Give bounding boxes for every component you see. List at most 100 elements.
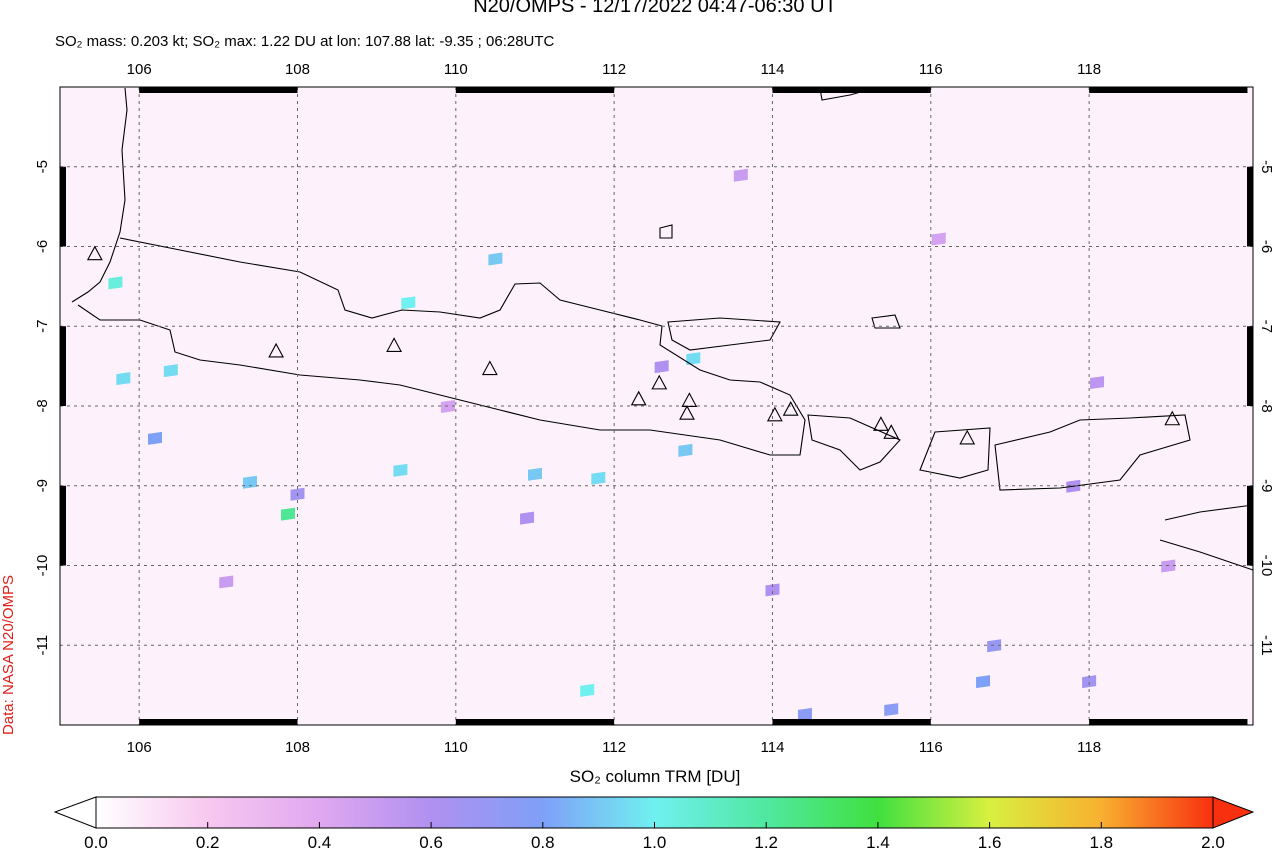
y-tick-label-left: -5 bbox=[34, 160, 51, 173]
volcano-marker bbox=[481, 360, 498, 376]
x-tick-label-bottom: 116 bbox=[919, 739, 943, 756]
so2-pixel bbox=[976, 675, 991, 689]
x-tick-label-top: 110 bbox=[444, 61, 468, 78]
so2-pixel bbox=[654, 360, 669, 374]
border-bar bbox=[139, 719, 298, 725]
so2-pixel bbox=[163, 364, 178, 378]
so2-pixel bbox=[686, 352, 701, 366]
so2-pixel bbox=[591, 471, 606, 485]
so2-pixel bbox=[147, 431, 162, 445]
y-tick-label-right: -5 bbox=[1258, 160, 1272, 173]
volcano-marker bbox=[873, 416, 889, 431]
so2-pixel bbox=[527, 467, 542, 481]
coastline bbox=[1159, 504, 1254, 571]
volcano-marker bbox=[1164, 410, 1181, 426]
coastline bbox=[994, 414, 1191, 491]
so2-pixel bbox=[987, 639, 1002, 653]
border-bar bbox=[60, 166, 66, 247]
so2-pixel bbox=[678, 443, 693, 457]
volcano-marker bbox=[782, 401, 799, 416]
coastline bbox=[71, 87, 128, 303]
so2-pixel bbox=[797, 707, 812, 721]
y-tick-label-left: -8 bbox=[34, 399, 51, 412]
volcano-marker bbox=[883, 424, 900, 439]
colorbar-tick-label: 2.0 bbox=[1201, 833, 1225, 852]
so2-pixel bbox=[520, 511, 535, 525]
border-bar bbox=[455, 87, 615, 93]
so2-pixel bbox=[401, 296, 416, 310]
colorbar-tick-label: 1.8 bbox=[1089, 833, 1113, 852]
x-tick-label-bottom: 118 bbox=[1077, 739, 1101, 756]
so2-pixel bbox=[765, 583, 780, 597]
volcano-marker bbox=[679, 405, 695, 420]
x-tick-label-bottom: 106 bbox=[127, 739, 152, 756]
chart-title: N20/OMPS - 12/17/2022 04:47-06:30 UT bbox=[473, 0, 837, 17]
side-label: Data: NASA N20/OMPS bbox=[0, 575, 17, 735]
so2-pixel bbox=[931, 232, 946, 246]
border-bar bbox=[1247, 485, 1253, 566]
coastline bbox=[807, 414, 901, 471]
x-tick-label-bottom: 114 bbox=[761, 739, 785, 756]
border-bar bbox=[1089, 87, 1248, 93]
colorbar-tick-label: 0.2 bbox=[196, 833, 220, 852]
x-tick-label-bottom: 110 bbox=[444, 739, 468, 756]
frame bbox=[59, 86, 1254, 726]
volcano-marker bbox=[86, 245, 103, 261]
volcano-marker bbox=[630, 390, 647, 406]
so2-pixel bbox=[488, 252, 503, 266]
coastline bbox=[919, 427, 991, 479]
grid-layer bbox=[60, 87, 1253, 725]
y-tick-label-right: -7 bbox=[1258, 320, 1272, 333]
border-bar bbox=[60, 485, 66, 566]
colorbar-tick-label: 1.2 bbox=[754, 833, 778, 852]
colorbar-tick-label: 0.4 bbox=[308, 833, 332, 852]
border-bar bbox=[1247, 166, 1253, 247]
coastline bbox=[77, 237, 806, 456]
colorbar-tick-label: 1.4 bbox=[866, 833, 890, 852]
border-bar bbox=[1089, 719, 1248, 725]
x-tick-label-bottom: 108 bbox=[285, 739, 310, 756]
y-tick-label-left: -10 bbox=[34, 555, 51, 577]
y-tick-label-left: -7 bbox=[34, 320, 51, 333]
pixel-layer bbox=[108, 168, 1176, 721]
y-tick-label-left: -9 bbox=[34, 479, 51, 492]
colorbar-tick-label: 1.0 bbox=[643, 833, 667, 852]
so2-pixel bbox=[116, 372, 131, 386]
colorbar-tick-label: 1.6 bbox=[978, 833, 1002, 852]
so2-pixel bbox=[280, 507, 295, 521]
coastline bbox=[667, 317, 781, 351]
y-tick-label-left: -6 bbox=[34, 240, 51, 253]
y-tick-label-left: -11 bbox=[34, 635, 51, 656]
so2-pixel bbox=[242, 475, 257, 489]
volcano-layer bbox=[86, 245, 1181, 445]
volcano-marker bbox=[268, 342, 285, 358]
so2-pixel bbox=[1082, 675, 1097, 689]
so2-pixel bbox=[1090, 376, 1105, 390]
y-tick-label-right: -6 bbox=[1258, 240, 1272, 253]
x-tick-label-top: 114 bbox=[761, 61, 785, 78]
coastlines bbox=[71, 87, 1254, 571]
border-bar bbox=[772, 87, 931, 93]
colorbar-label: SO₂ column TRM [DU] bbox=[570, 767, 741, 786]
volcano-marker bbox=[959, 429, 976, 445]
so2-pixel bbox=[884, 703, 899, 717]
y-tick-label-right: -8 bbox=[1258, 399, 1272, 412]
volcano-marker bbox=[681, 392, 698, 407]
border-bar bbox=[455, 719, 615, 725]
volcano-marker bbox=[651, 374, 668, 390]
y-tick-label-right: -11 bbox=[1258, 635, 1272, 656]
coastline bbox=[659, 224, 901, 329]
so2-pixel bbox=[108, 276, 123, 290]
volcano-marker bbox=[766, 406, 783, 422]
so2-pixel bbox=[580, 683, 595, 697]
colorbar-tick-label: 0.0 bbox=[84, 833, 108, 852]
so2-pixel bbox=[733, 168, 748, 182]
x-tick-label-top: 118 bbox=[1077, 61, 1101, 78]
volcano-marker bbox=[386, 337, 402, 352]
subtitle: SO₂ mass: 0.203 kt; SO₂ max: 1.22 DU at … bbox=[55, 33, 555, 50]
x-tick-label-bottom: 112 bbox=[602, 739, 626, 756]
y-tick-label-right: -10 bbox=[1258, 555, 1272, 577]
border-bar bbox=[139, 87, 298, 93]
so2-pixel bbox=[219, 575, 234, 589]
